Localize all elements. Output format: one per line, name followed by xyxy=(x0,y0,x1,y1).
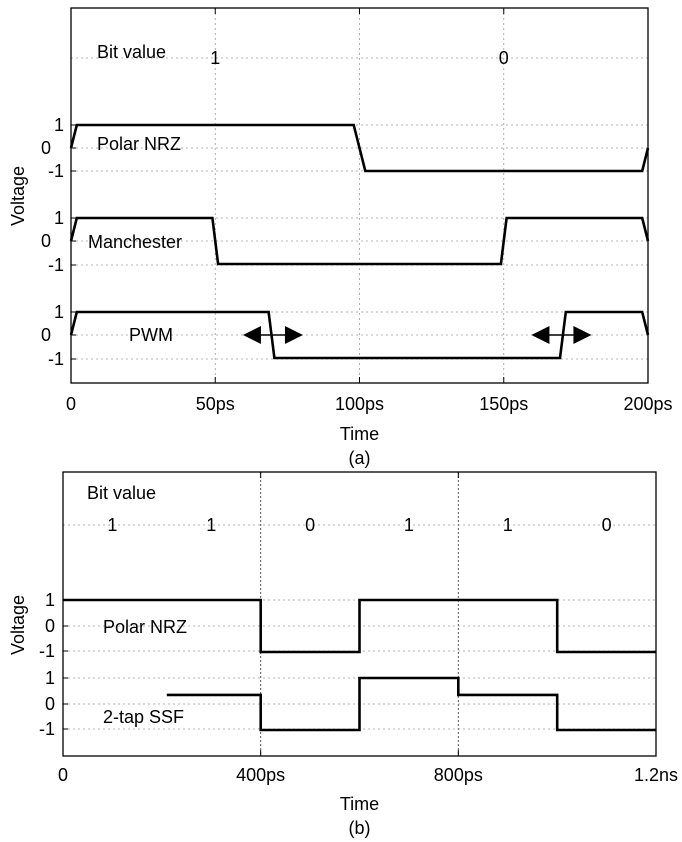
bit-value: 1 xyxy=(107,515,117,535)
y-tick-label: 1 xyxy=(54,302,64,322)
y-tick-label: 1 xyxy=(54,115,64,135)
y-tick-label: 0 xyxy=(45,616,55,636)
y-tick-label: -1 xyxy=(48,349,64,369)
y-axis-label: Voltage xyxy=(8,166,28,226)
series-line-2-tap-ssf xyxy=(166,676,656,732)
series-label: Manchester xyxy=(88,232,182,252)
panel-label: (a) xyxy=(349,448,371,468)
arrow-head-left xyxy=(531,326,550,344)
series-label: Polar NRZ xyxy=(97,134,181,154)
x-tick-label: 800ps xyxy=(434,765,483,785)
bit-value: 1 xyxy=(210,48,220,68)
bit-value: 1 xyxy=(404,515,414,535)
y-axis-label: Voltage xyxy=(8,595,28,655)
series-label: PWM xyxy=(129,325,173,345)
bit-value: 0 xyxy=(499,48,509,68)
double-arrow-marker xyxy=(242,326,303,344)
x-tick-label: 100ps xyxy=(335,394,384,414)
panel-b: 0 400ps 800ps 1.2ns Time (b) Voltage Bit value 1… xyxy=(8,471,678,838)
x-axis-label: Time xyxy=(340,424,379,444)
series-line-polar-nrz xyxy=(69,123,650,173)
b-plot-frame xyxy=(62,471,657,757)
x-tick-label: 150ps xyxy=(479,394,528,414)
y-tick-label: 0 xyxy=(45,694,55,714)
x-tick-label: 1.2ns xyxy=(634,765,678,785)
x-tick-label: 0 xyxy=(66,394,76,414)
bit-value-label: Bit value xyxy=(87,483,156,503)
x-tick-label: 0 xyxy=(58,765,68,785)
x-tick-label: 200ps xyxy=(623,394,672,414)
panel-a: 0 50ps 100ps 150ps 200ps Time (a) Voltage Bit va… xyxy=(8,7,673,468)
panel-label: (b) xyxy=(349,818,371,838)
double-arrow-marker xyxy=(531,326,592,344)
y-tick-label: 1 xyxy=(45,590,55,610)
y-tick-label: -1 xyxy=(39,719,55,739)
series-label: Polar NRZ xyxy=(103,617,187,637)
arrow-head-right xyxy=(284,326,303,344)
bit-value: 1 xyxy=(503,515,513,535)
y-tick-label: 0 xyxy=(41,325,51,345)
y-tick-label: -1 xyxy=(48,255,64,275)
y-tick-label: -1 xyxy=(39,641,55,661)
arrow-head-left xyxy=(242,326,261,344)
y-tick-label: -1 xyxy=(48,161,64,181)
x-tick-label: 50ps xyxy=(196,394,235,414)
y-tick-label: 0 xyxy=(41,231,51,251)
series-label: 2-tap SSF xyxy=(103,707,184,727)
y-tick-label: 1 xyxy=(54,208,64,228)
arrow-head-right xyxy=(573,326,592,344)
series-line-manchester xyxy=(69,216,650,266)
y-tick-label: 1 xyxy=(45,668,55,688)
y-tick-label: 0 xyxy=(41,138,51,158)
bit-value-label: Bit value xyxy=(97,42,166,62)
x-tick-label: 400ps xyxy=(236,765,285,785)
bit-value: 0 xyxy=(602,515,612,535)
bit-value: 0 xyxy=(305,515,315,535)
series-line-pwm xyxy=(69,310,650,360)
series-line-polar-nrz xyxy=(63,598,656,654)
bit-value: 1 xyxy=(206,515,216,535)
x-axis-label: Time xyxy=(340,794,379,814)
